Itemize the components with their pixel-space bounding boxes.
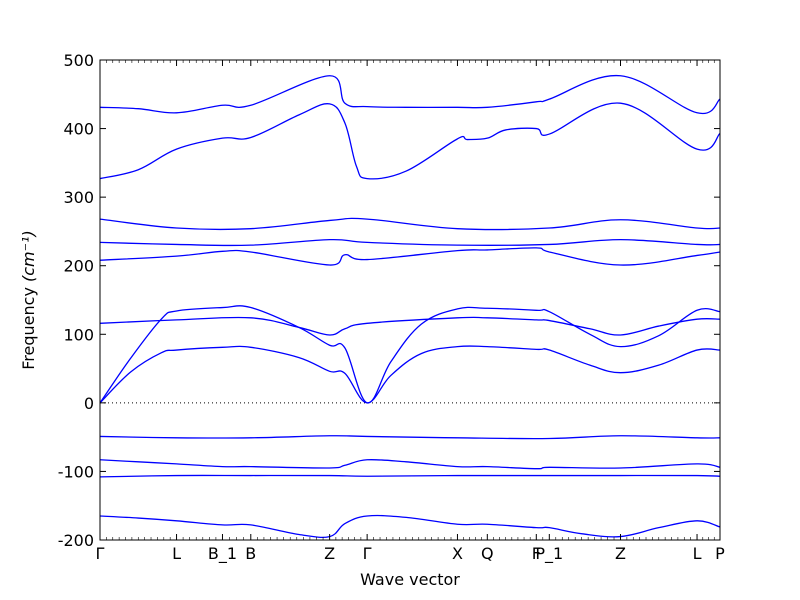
- x-tick-label: B_1: [208, 544, 237, 564]
- x-tick-label: Γ: [363, 544, 372, 563]
- phonon-band-1: [100, 75, 720, 115]
- phonon-bands: [100, 75, 720, 539]
- x-tick-label: X: [452, 544, 463, 563]
- y-tick-label: 100: [63, 325, 94, 344]
- phonon-band-6: [100, 305, 720, 404]
- y-tick-label: 300: [63, 188, 94, 207]
- phonon-band-9: [100, 435, 720, 440]
- x-tick-label: B: [245, 544, 256, 563]
- y-axis-label: Frequency (cm⁻¹): [19, 230, 38, 369]
- x-tick-label: Γ: [96, 544, 105, 563]
- x-axis-ticks: Γ L B_1 B Z Γ X Q FP_1 Z L P: [96, 544, 726, 564]
- phonon-band-8: [100, 345, 720, 404]
- x-tick-label: Z: [324, 544, 335, 563]
- y-tick-label: 0: [84, 394, 94, 413]
- y-tick-label: 400: [63, 120, 94, 139]
- x-tick-label: F: [532, 544, 541, 563]
- x-tick-label: P_1: [535, 544, 563, 564]
- phonon-band-11: [100, 474, 720, 478]
- y-tick-label: -100: [58, 462, 94, 481]
- y-tick-label: 500: [63, 51, 94, 70]
- y-tick-label: 200: [63, 257, 94, 276]
- x-tick-label: Z: [615, 544, 626, 563]
- phonon-band-5: [100, 247, 720, 266]
- y-axis-label-unit: (cm⁻¹): [19, 230, 38, 282]
- phonon-band-3: [100, 217, 720, 231]
- y-tick-label: -200: [58, 531, 94, 550]
- plot-frame: [99, 59, 721, 541]
- plot-area: [100, 75, 720, 539]
- y-axis-label-text: Frequency: [19, 282, 38, 370]
- x-tick-label: L: [693, 544, 702, 563]
- phonon-band-7: [100, 316, 720, 336]
- phonon-band-4: [100, 238, 720, 247]
- x-tick-label: Q: [481, 544, 494, 563]
- x-tick-label: L: [172, 544, 181, 563]
- y-axis-ticks: -200 -100 0 100 200 300 400 500: [58, 51, 720, 550]
- phonon-band-10: [100, 458, 720, 470]
- x-tick-label: P: [715, 544, 725, 563]
- x-axis-label: Wave vector: [360, 570, 460, 589]
- phonon-band-2: [100, 102, 720, 180]
